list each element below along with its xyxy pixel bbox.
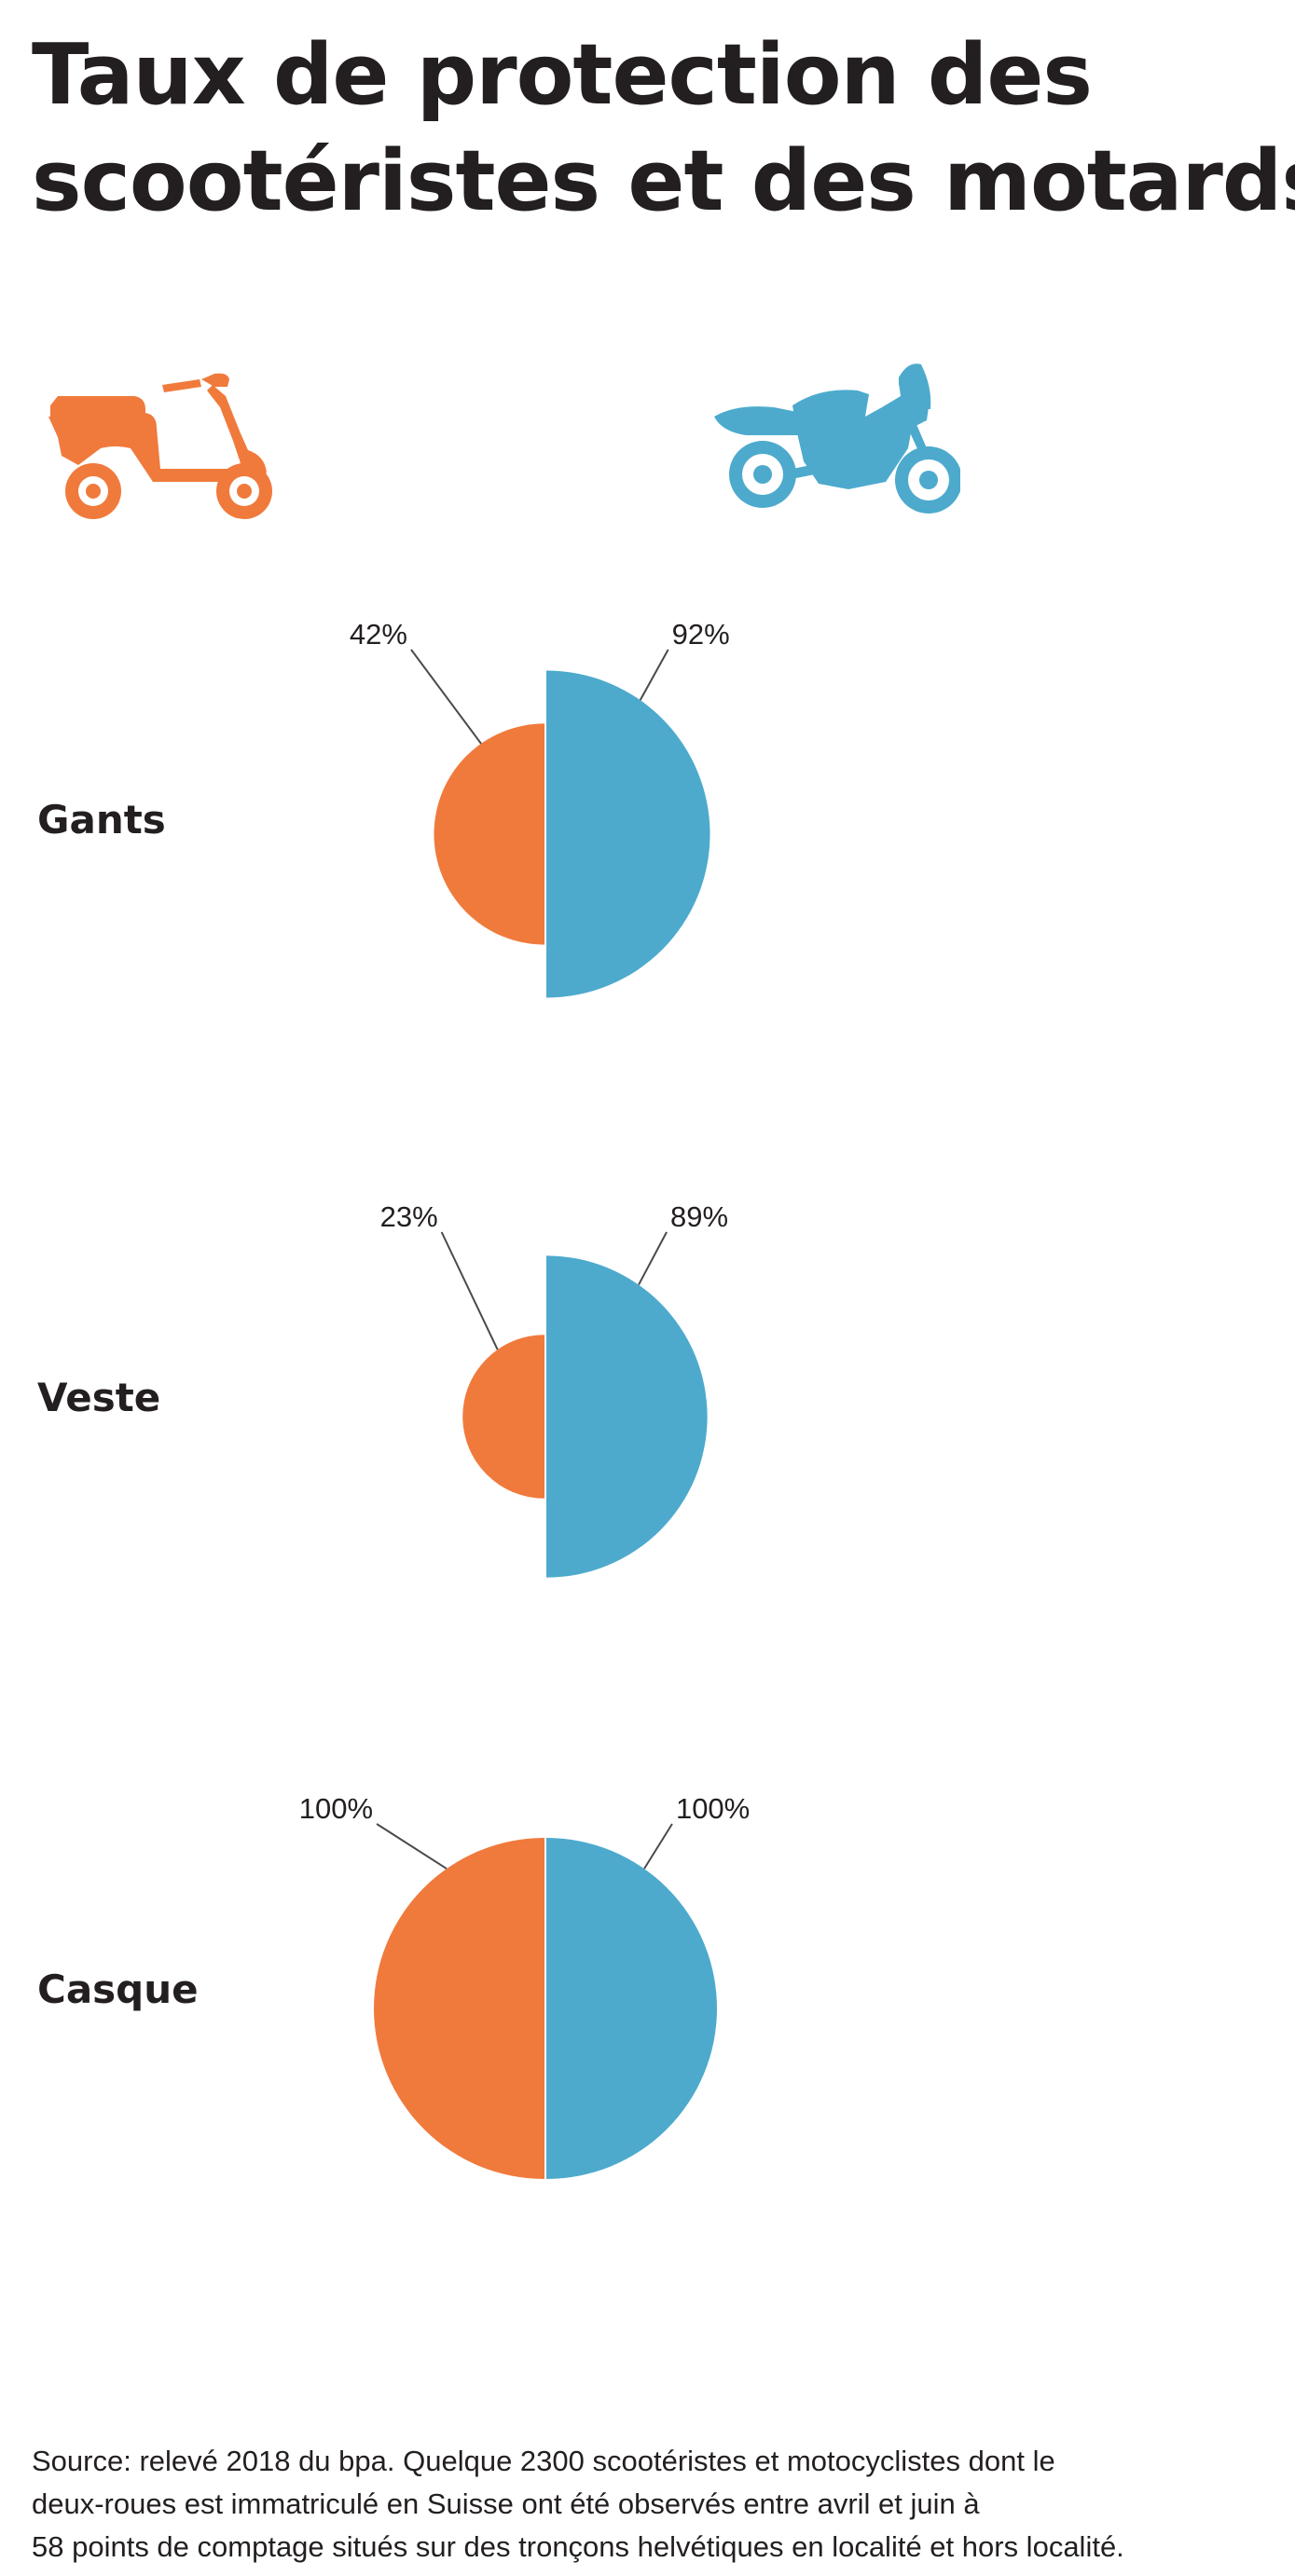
leader-line-scooter-casque bbox=[376, 1823, 448, 1870]
page-title: Taux de protection des scootéristes et d… bbox=[32, 22, 1295, 235]
half-scooter-veste bbox=[462, 1335, 544, 1499]
value-label-scooter-casque: 100% bbox=[299, 1792, 373, 1825]
source-line-1: Source: relevé 2018 du bpa. Quelque 2300… bbox=[32, 2445, 1055, 2477]
half-motorcycle-veste bbox=[546, 1255, 708, 1578]
value-label-scooter-gants: 42% bbox=[350, 618, 407, 651]
half-motorcycle-casque bbox=[546, 1838, 717, 2179]
value-label-scooter-veste: 23% bbox=[380, 1200, 438, 1233]
source-line-2: deux-roues est immatriculé en Suisse ont… bbox=[32, 2487, 980, 2520]
source-note: Source: relevé 2018 du bpa. Quelque 2300… bbox=[32, 2440, 1281, 2569]
leader-line-motorcycle-gants bbox=[639, 649, 669, 701]
row-label-casque: Casque bbox=[37, 1966, 199, 2012]
value-label-motorcycle-veste: 89% bbox=[670, 1200, 728, 1233]
scooter-icon bbox=[48, 373, 272, 519]
leader-line-motorcycle-veste bbox=[638, 1231, 668, 1286]
leader-line-motorcycle-casque bbox=[643, 1823, 673, 1870]
leader-line-scooter-gants bbox=[410, 649, 482, 745]
half-scooter-casque bbox=[374, 1838, 544, 2179]
row-label-veste: Veste bbox=[37, 1375, 161, 1420]
source-line-3: 58 points de comptage situés sur des tro… bbox=[32, 2530, 1124, 2563]
half-scooter-gants bbox=[434, 723, 544, 945]
value-label-motorcycle-gants: 92% bbox=[672, 618, 730, 651]
half-motorcycle-gants bbox=[546, 670, 710, 998]
motorcycle-icon bbox=[714, 363, 960, 514]
title-line-2: scootéristes et des motards bbox=[32, 132, 1295, 230]
title-line-1: Taux de protection des bbox=[32, 26, 1093, 124]
row-label-gants: Gants bbox=[37, 797, 166, 843]
leader-line-scooter-veste bbox=[440, 1231, 499, 1350]
value-label-motorcycle-casque: 100% bbox=[676, 1792, 750, 1825]
